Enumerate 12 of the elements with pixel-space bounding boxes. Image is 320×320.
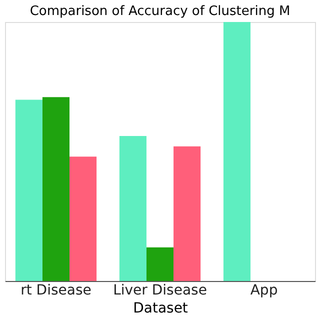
bar [174, 146, 201, 281]
chart-title: Comparison of Accuracy of Clustering M [30, 4, 290, 19]
bar [15, 100, 42, 281]
x-tick-label: App [250, 282, 278, 298]
bar [223, 22, 251, 281]
bar [119, 136, 146, 281]
bar [42, 97, 70, 281]
bar [69, 156, 97, 281]
x-tick-label: Liver Disease [113, 282, 207, 298]
x-tick-label: rt Disease [20, 282, 92, 298]
bar [146, 247, 174, 281]
x-axis-title: Dataset [133, 300, 188, 316]
